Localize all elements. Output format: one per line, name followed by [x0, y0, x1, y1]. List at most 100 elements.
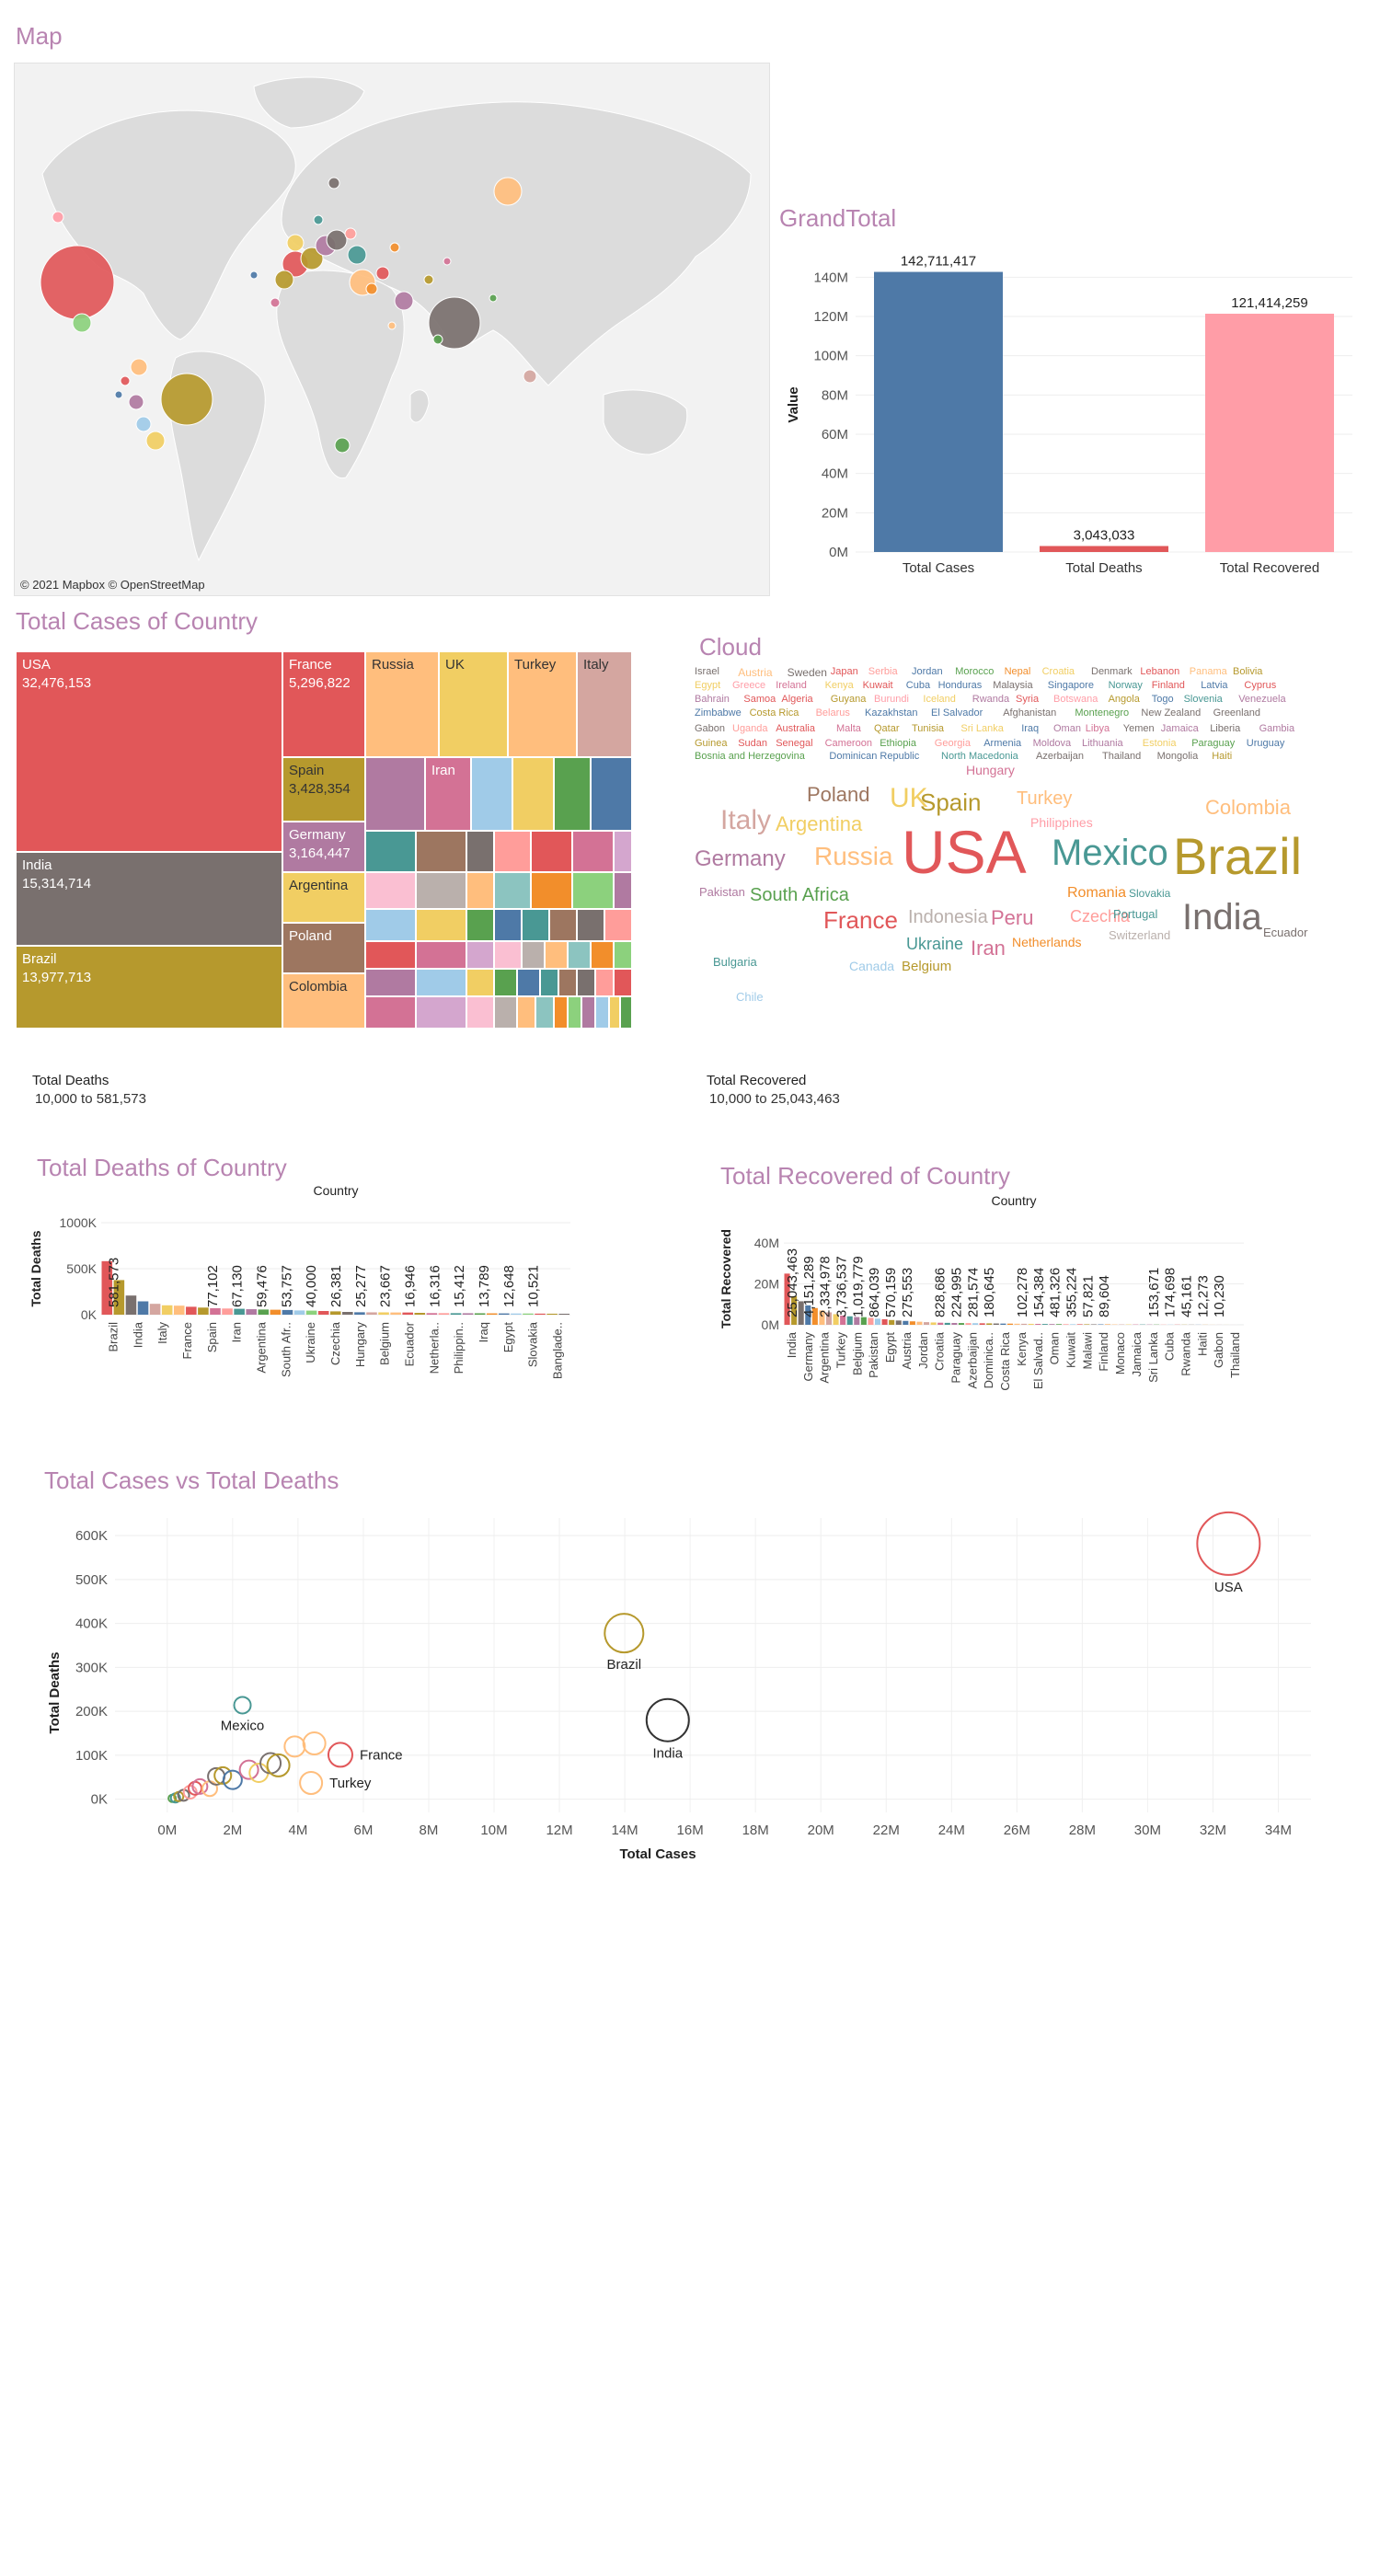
treemap-cell[interactable]: Turkey: [508, 651, 577, 757]
deaths-bar[interactable]: [426, 1313, 438, 1315]
recovered-bar[interactable]: [840, 1316, 846, 1325]
deaths-bar[interactable]: [486, 1313, 498, 1315]
treemap-small-cell[interactable]: [494, 831, 531, 872]
recovered-bar[interactable]: [972, 1323, 979, 1325]
scatter-point[interactable]: [604, 1613, 645, 1654]
treemap-cell[interactable]: Iran: [425, 757, 471, 831]
cloud-word[interactable]: Malta: [836, 723, 861, 734]
cloud-word[interactable]: Austria: [738, 667, 773, 679]
treemap-cell[interactable]: Spain 3,428,354: [282, 757, 365, 822]
treemap-small-cell[interactable]: [522, 909, 549, 941]
cloud-word[interactable]: Guyana: [830, 694, 867, 705]
treemap-small-cell[interactable]: [568, 996, 581, 1029]
cloud-word[interactable]: Latvia: [1201, 680, 1228, 691]
cloud-word[interactable]: Rwanda: [972, 694, 1010, 705]
recovered-bar[interactable]: [791, 1295, 798, 1325]
scatter-point[interactable]: [191, 1777, 209, 1795]
treemap-small-cell[interactable]: [466, 909, 494, 941]
treemap-small-cell[interactable]: [466, 941, 494, 969]
cloud-word[interactable]: Brazil: [1173, 827, 1303, 885]
deaths-bar[interactable]: [414, 1313, 426, 1315]
cloud-word[interactable]: Iran: [971, 937, 1006, 960]
scatter-point[interactable]: [283, 1735, 306, 1758]
treemap-small-cell[interactable]: [531, 872, 572, 909]
treemap-cell[interactable]: UK: [439, 651, 508, 757]
cloud-word[interactable]: Cameroon: [824, 738, 872, 749]
cloud-word[interactable]: Uruguay: [1246, 738, 1285, 749]
treemap-cell[interactable]: USA 32,476,153: [16, 651, 282, 852]
treemap-cell[interactable]: Poland: [282, 923, 365, 973]
cloud-word[interactable]: Netherlands: [1012, 935, 1082, 949]
recovered-bar[interactable]: [909, 1321, 915, 1325]
recovered-bar[interactable]: [1084, 1324, 1090, 1325]
recovered-bar[interactable]: [951, 1323, 958, 1325]
recovered-bar[interactable]: [833, 1314, 839, 1325]
cloud-word[interactable]: Iceland: [923, 694, 956, 705]
treemap-cell[interactable]: Argentina: [282, 872, 365, 923]
cloud-word[interactable]: Dominican Republic: [829, 751, 920, 762]
deaths-bar[interactable]: [317, 1311, 329, 1315]
treemap-cell[interactable]: India 15,314,714: [16, 852, 282, 946]
recovered-bar[interactable]: [1006, 1323, 1013, 1325]
cloud-word[interactable]: Poland: [807, 783, 870, 806]
cloud-word[interactable]: Cyprus: [1244, 680, 1277, 691]
recovered-bar[interactable]: [924, 1322, 930, 1325]
cloud-word[interactable]: France: [823, 906, 898, 934]
recovered-bar[interactable]: [903, 1320, 909, 1325]
cloud-word[interactable]: Kenya: [824, 680, 854, 691]
cloud-word[interactable]: North Macedonia: [941, 751, 1018, 762]
scatter-point[interactable]: [302, 1731, 327, 1756]
cloud-word[interactable]: Chile: [736, 990, 764, 1004]
recovered-bar[interactable]: [1014, 1323, 1020, 1325]
recovered-bar[interactable]: [854, 1317, 860, 1325]
cloud-word[interactable]: Argentina: [776, 812, 863, 835]
cloud-word[interactable]: Kuwait: [862, 680, 893, 691]
treemap-small-cell[interactable]: [549, 909, 577, 941]
cloud-word[interactable]: Cuba: [905, 680, 931, 691]
treemap-small-cell[interactable]: [620, 996, 632, 1029]
cloud-word[interactable]: Botswana: [1053, 694, 1098, 705]
recovered-bar[interactable]: [819, 1310, 825, 1325]
cloud-word[interactable]: Iraq: [1021, 723, 1040, 734]
treemap-small-cell[interactable]: [577, 909, 604, 941]
deaths-bar[interactable]: [222, 1308, 233, 1315]
cloud-word[interactable]: Tunisia: [912, 723, 945, 734]
treemap-small-cell[interactable]: [466, 996, 494, 1029]
gt-bar[interactable]: [1040, 546, 1168, 552]
cloud-word[interactable]: Indonesia: [908, 907, 988, 927]
recovered-bar[interactable]: [784, 1273, 790, 1325]
deaths-bar[interactable]: [101, 1260, 113, 1315]
cloud-word[interactable]: Morocco: [955, 667, 995, 677]
treemap-small-cell[interactable]: [614, 872, 632, 909]
treemap-small-cell[interactable]: [614, 941, 632, 969]
scatter-point[interactable]: [201, 1780, 219, 1798]
treemap-small-cell[interactable]: [494, 872, 531, 909]
recovered-bar[interactable]: [889, 1319, 895, 1325]
cloud-word[interactable]: Belgium: [902, 959, 952, 974]
treemap-small-cell[interactable]: [558, 969, 577, 996]
scatter-point[interactable]: [233, 1696, 252, 1715]
recovered-bar[interactable]: [1055, 1324, 1063, 1325]
cloud-word[interactable]: Czechia: [1070, 907, 1131, 926]
scatter-point[interactable]: [266, 1753, 291, 1777]
deaths-bar[interactable]: [462, 1313, 474, 1315]
cloud-word[interactable]: Zimbabwe: [695, 707, 742, 719]
cloud-word[interactable]: Bosnia and Herzegovina: [695, 751, 805, 762]
treemap-small-cell[interactable]: [512, 757, 554, 831]
scatter-point[interactable]: [1196, 1511, 1261, 1576]
treemap-small-cell[interactable]: [535, 996, 554, 1029]
treemap-small-cell[interactable]: [572, 872, 614, 909]
cloud-word[interactable]: Jordan: [912, 667, 943, 677]
scatter-point[interactable]: [259, 1752, 282, 1775]
treemap-small-cell[interactable]: [365, 872, 416, 909]
treemap-small-cell[interactable]: [572, 831, 614, 872]
deaths-bar[interactable]: [186, 1306, 197, 1315]
treemap-small-cell[interactable]: [416, 941, 466, 969]
treemap-cell[interactable]: Germany 3,164,447: [282, 822, 365, 872]
treemap-cell[interactable]: Colombia: [282, 973, 365, 1029]
treemap-small-cell[interactable]: [494, 969, 517, 996]
scatter-point[interactable]: [299, 1771, 324, 1795]
cloud-word[interactable]: Hungary: [966, 763, 1015, 777]
treemap-small-cell[interactable]: [466, 969, 494, 996]
cloud-word[interactable]: Lebanon: [1140, 667, 1180, 677]
